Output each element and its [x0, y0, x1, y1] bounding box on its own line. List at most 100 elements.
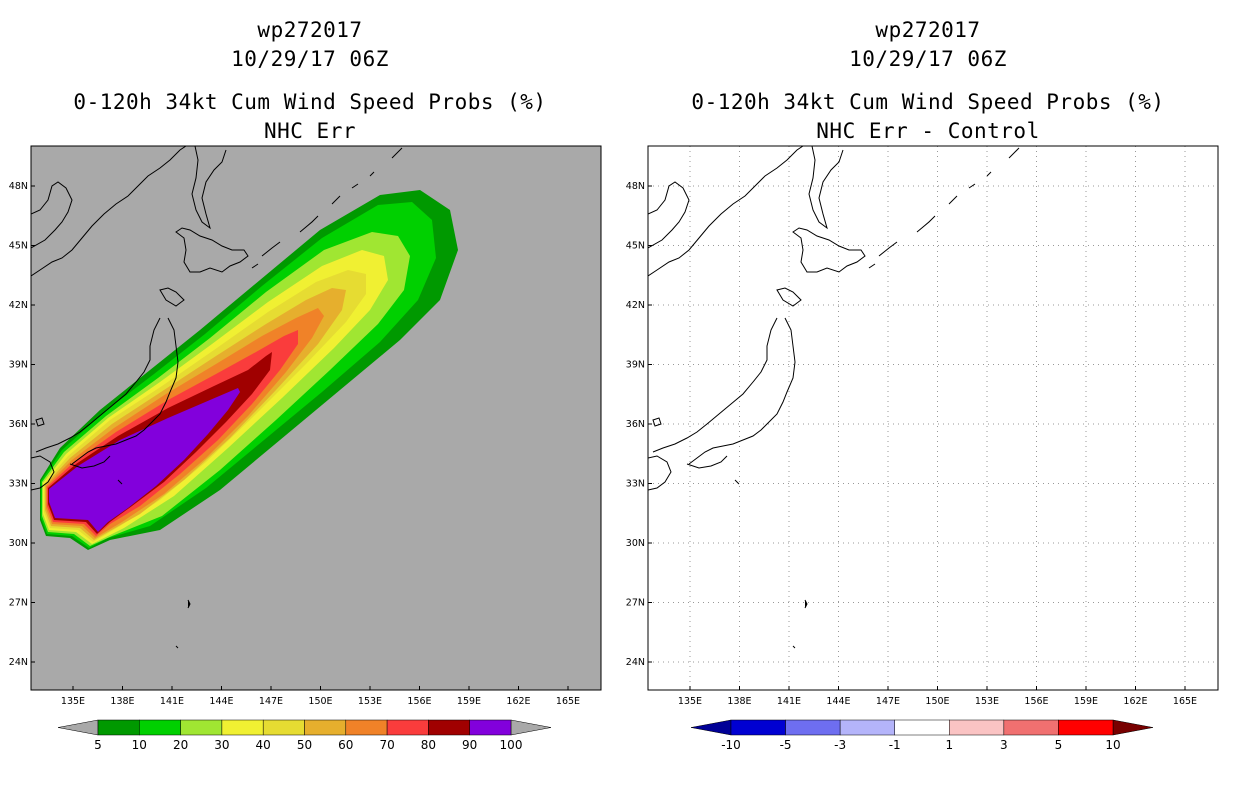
lat-tick-label: 33N [626, 479, 645, 490]
lon-tick-label: 150E [925, 696, 949, 707]
lat-tick-label: 27N [626, 598, 645, 609]
colorbar-swatch [1003, 719, 1059, 736]
right-map-background [648, 146, 1218, 690]
lat-tick-label: 42N [626, 300, 645, 311]
colorbar-label: 5 [94, 738, 102, 752]
colorbar-swatch [785, 719, 841, 736]
right-product-title: 0-120h 34kt Cum Wind Speed Probs (%) [691, 90, 1165, 114]
colorbar-swatch [304, 719, 347, 736]
colorbar-label: 40 [256, 738, 271, 752]
left-datetime: 10/29/17 06Z [231, 47, 389, 71]
lon-tick-label: 147E [876, 696, 900, 707]
colorbar-swatch [386, 719, 429, 736]
right-colorbar: -10 -5 -3 -1 1 3 5 10 [690, 719, 1154, 752]
colorbar-swatch [262, 719, 305, 736]
probability-swath [40, 190, 458, 550]
right-map-frame [647, 145, 1219, 691]
lon-tick-label: 138E [110, 696, 134, 707]
colorbar-swatch [730, 719, 786, 736]
lon-tick-label: 162E [506, 696, 530, 707]
lon-tick-label: 141E [777, 696, 801, 707]
colorbar-label: -3 [834, 738, 846, 752]
lon-tick-label: 147E [259, 696, 283, 707]
colorbar-label: 10 [1105, 738, 1120, 752]
colorbar-label: -10 [721, 738, 741, 752]
colorbar-swatch [345, 719, 388, 736]
lat-tick-label: 30N [9, 538, 28, 549]
prob-band-90 [49, 388, 240, 532]
colorbar-swatch [180, 719, 223, 736]
colorbar-over-triangle [510, 719, 552, 736]
lon-tick-label: 135E [678, 696, 702, 707]
right-grid-wrap [648, 146, 1218, 690]
left-map-frame [30, 145, 602, 691]
lon-tick-label: 144E [826, 696, 850, 707]
lat-tick-label: 39N [9, 360, 28, 371]
lon-tick-label: 162E [1123, 696, 1147, 707]
colorbar-swatch [428, 719, 470, 736]
lat-tick-label: 36N [626, 419, 645, 430]
colorbar-label: 70 [379, 738, 394, 752]
colorbar-label: 60 [338, 738, 353, 752]
left-storm-id: wp272017 [257, 18, 363, 42]
lon-tick-label: 144E [209, 696, 233, 707]
lon-tick-label: 141E [160, 696, 184, 707]
colorbar-label: 10 [132, 738, 147, 752]
colorbar-swatch [894, 719, 950, 736]
lat-tick-label: 39N [626, 360, 645, 371]
colorbar-label: 1 [945, 738, 953, 752]
lat-tick-label: 27N [9, 598, 28, 609]
lat-tick-label: 42N [9, 300, 28, 311]
lat-tick-label: 30N [626, 538, 645, 549]
lat-tick-label: 48N [626, 181, 645, 192]
left-subtitle: NHC Err [263, 119, 356, 143]
lon-tick-label: 165E [556, 696, 580, 707]
lat-tick-label: 45N [626, 241, 645, 252]
colorbar-over-triangle [1112, 719, 1154, 736]
right-axes: 135E 138E 141E 144E 147E 150E 153E 156E 159E 162E… [626, 181, 1197, 707]
colorbar-label: 80 [421, 738, 436, 752]
right-subtitle: NHC Err - Control [816, 119, 1040, 143]
left-axes: 135E 138E 141E 144E 147E 150E 153E 156E 159E 162E… [9, 181, 580, 707]
lon-tick-label: 159E [1074, 696, 1098, 707]
lon-tick-label: 153E [975, 696, 999, 707]
colorbar-label: -5 [780, 738, 792, 752]
colorbar-swatch [139, 719, 181, 736]
lat-tick-label: 24N [626, 657, 645, 668]
right-datetime: 10/29/17 06Z [849, 47, 1007, 71]
colorbar-label: 30 [214, 738, 229, 752]
right-map-panel: 135E 138E 141E 144E 147E 150E 153E 156E 159E 162E… [626, 145, 1219, 707]
colorbar-swatch [221, 719, 264, 736]
lat-tick-label: 45N [9, 241, 28, 252]
left-product-title: 0-120h 34kt Cum Wind Speed Probs (%) [73, 90, 547, 114]
colorbar-label: 90 [462, 738, 477, 752]
left-map-panel: 135E 138E 141E 144E 147E 150E 153E 156E 159E 162E… [9, 145, 602, 707]
colorbar-swatch [469, 719, 512, 736]
lon-tick-label: 135E [61, 696, 85, 707]
lon-tick-label: 156E [407, 696, 431, 707]
colorbar-label: 100 [500, 738, 523, 752]
colorbar-under-triangle [690, 719, 732, 736]
colorbar-swatch [97, 719, 140, 736]
right-gridlines [648, 146, 1218, 690]
left-colorbar: 5 10 20 30 40 50 60 70 80 90 100 [57, 719, 552, 752]
colorbar-label: 20 [173, 738, 188, 752]
colorbar-label: -1 [889, 738, 901, 752]
lon-tick-label: 156E [1024, 696, 1048, 707]
colorbar-swatch [1058, 719, 1114, 736]
lon-tick-label: 153E [358, 696, 382, 707]
lat-tick-label: 33N [9, 479, 28, 490]
colorbar-swatch [949, 719, 1005, 736]
lat-tick-label: 36N [9, 419, 28, 430]
lat-tick-label: 24N [9, 657, 28, 668]
colorbar-label: 3 [1000, 738, 1008, 752]
colorbar-swatch [839, 719, 895, 736]
left-title-block: wp272017 10/29/17 06Z [30, 16, 590, 74]
colorbar-label: 50 [297, 738, 312, 752]
right-storm-id: wp272017 [875, 18, 981, 42]
right-title-block: wp272017 10/29/17 06Z [648, 16, 1208, 74]
lon-tick-label: 165E [1173, 696, 1197, 707]
lat-tick-label: 48N [9, 181, 28, 192]
colorbar-under-triangle [57, 719, 99, 736]
